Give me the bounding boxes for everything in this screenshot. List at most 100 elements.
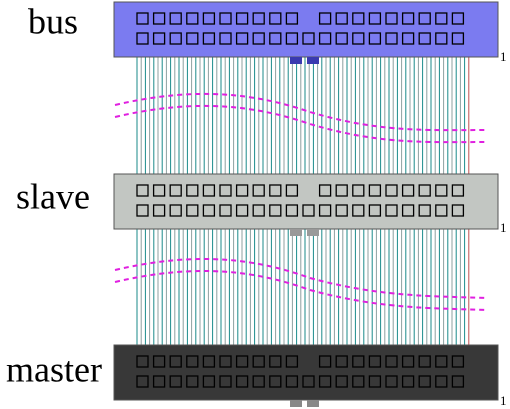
pin-hole (401, 12, 415, 25)
pin-hole (302, 375, 315, 388)
pin-hole (435, 12, 448, 25)
pin-hole (186, 355, 199, 368)
pin-hole (186, 375, 199, 388)
pin-hole (368, 355, 382, 368)
pin-hole (136, 204, 149, 217)
pin-hole (385, 204, 398, 217)
pin-hole (219, 184, 232, 197)
connector-body (113, 1, 499, 58)
pin-hole (252, 355, 265, 368)
pin-hole (169, 184, 182, 197)
pin-hole (385, 355, 398, 368)
pin-hole (285, 184, 299, 197)
pin-hole (401, 32, 415, 45)
pin-hole (401, 184, 415, 197)
pin-hole (202, 12, 216, 25)
key-tab (290, 400, 302, 407)
pin-hole (235, 375, 249, 388)
pin-hole (435, 184, 448, 197)
pin-hole (318, 12, 332, 25)
pin-hole (435, 375, 448, 388)
pin-hole (136, 355, 149, 368)
pin-hole (136, 32, 149, 45)
pin-hole (202, 355, 216, 368)
pin-hole (252, 375, 265, 388)
pin-hole (335, 12, 348, 25)
pin-hole (269, 12, 282, 25)
ribbon-wires (136, 57, 470, 345)
pin-hole (451, 184, 465, 197)
pin-hole (418, 184, 431, 197)
pin-hole (318, 355, 332, 368)
pin-hole (418, 355, 431, 368)
pin-hole (318, 375, 332, 388)
pin-hole (368, 204, 382, 217)
pin-hole (385, 375, 398, 388)
pin-hole (235, 355, 249, 368)
pin-hole (202, 375, 216, 388)
pin-hole (352, 12, 365, 25)
pin-hole (202, 204, 216, 217)
pin-hole (335, 355, 348, 368)
pin-hole (169, 204, 182, 217)
pin-hole (252, 12, 265, 25)
pin-hole (169, 12, 182, 25)
pin-hole (401, 355, 415, 368)
connector-label: master (6, 349, 102, 389)
pin-hole (368, 12, 382, 25)
pin-hole (235, 12, 249, 25)
connector-label: slave (16, 176, 90, 216)
pin-hole (202, 32, 216, 45)
pin-one-label: 1 (500, 220, 507, 235)
connector-label: bus (28, 1, 78, 41)
pin-hole (418, 12, 431, 25)
pin-hole (269, 32, 282, 45)
key-tab (307, 400, 319, 407)
pin-hole (186, 32, 199, 45)
pin-hole (335, 204, 348, 217)
pin-hole (435, 204, 448, 217)
pin-hole (186, 184, 199, 197)
pin-hole (352, 184, 365, 197)
pin-hole (169, 32, 182, 45)
pin-hole (252, 204, 265, 217)
connectors (113, 1, 499, 407)
cut-mark (114, 257, 489, 299)
pin-hole (186, 12, 199, 25)
pin-hole (418, 375, 431, 388)
pin-hole (169, 355, 182, 368)
pin-hole (385, 184, 398, 197)
pin-hole (235, 32, 249, 45)
pin-hole (401, 204, 415, 217)
pin-hole (368, 184, 382, 197)
pin-hole (285, 355, 299, 368)
pin-hole (385, 12, 398, 25)
key-tab (307, 57, 319, 64)
pin-hole (318, 184, 332, 197)
connector-body (113, 344, 499, 401)
pin-hole (235, 184, 249, 197)
pin-hole (136, 12, 149, 25)
pin-hole (335, 32, 348, 45)
pin-hole (235, 204, 249, 217)
key-tab (290, 229, 302, 236)
pin-hole (152, 12, 166, 25)
key-tab (307, 229, 319, 236)
pin-hole (335, 375, 348, 388)
pin-hole (352, 204, 365, 217)
pin-hole (302, 32, 315, 45)
pin-hole (136, 184, 149, 197)
pin-hole (285, 32, 299, 45)
pin-hole (202, 184, 216, 197)
pin-hole (418, 32, 431, 45)
pin-hole (435, 32, 448, 45)
pin-hole (169, 375, 182, 388)
cut-mark (114, 269, 489, 311)
pin-hole (152, 204, 166, 217)
pin-hole (352, 375, 365, 388)
pin-hole (451, 204, 465, 217)
pin-hole (335, 184, 348, 197)
pin-hole (252, 32, 265, 45)
pin-hole (219, 12, 232, 25)
